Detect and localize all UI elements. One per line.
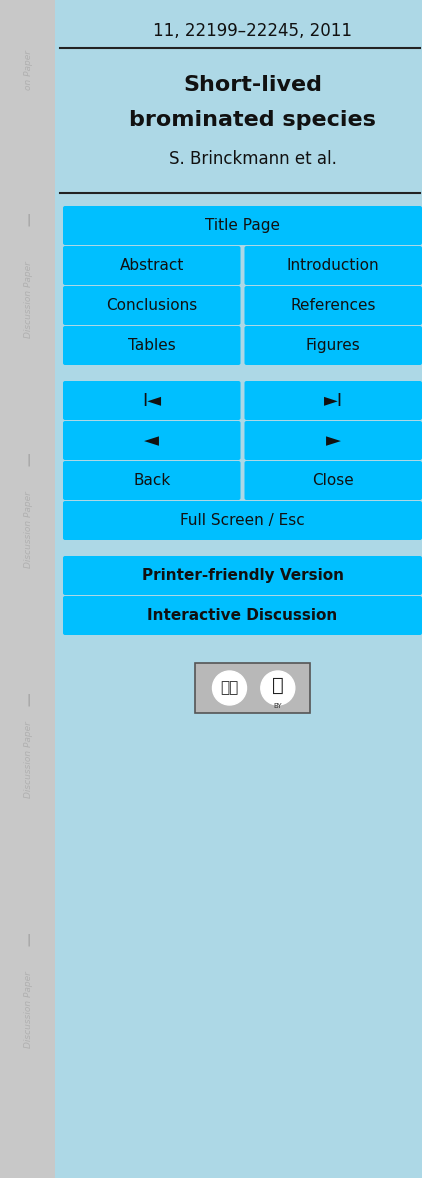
FancyBboxPatch shape — [244, 326, 422, 365]
Text: ⒸⒸ: ⒸⒸ — [220, 681, 238, 695]
FancyBboxPatch shape — [63, 326, 241, 365]
Text: BY: BY — [273, 703, 282, 709]
Text: References: References — [290, 298, 376, 313]
Text: |: | — [26, 694, 31, 707]
FancyBboxPatch shape — [244, 246, 422, 285]
FancyBboxPatch shape — [63, 286, 241, 325]
Text: ◄: ◄ — [144, 431, 159, 450]
FancyBboxPatch shape — [63, 596, 422, 635]
Text: Discussion Paper: Discussion Paper — [24, 491, 33, 569]
Text: Full Screen / Esc: Full Screen / Esc — [180, 512, 305, 528]
Circle shape — [213, 671, 246, 704]
FancyBboxPatch shape — [244, 380, 422, 421]
FancyBboxPatch shape — [63, 206, 422, 245]
FancyBboxPatch shape — [63, 246, 241, 285]
Text: Discussion Paper: Discussion Paper — [24, 972, 33, 1048]
Text: Title Page: Title Page — [205, 218, 280, 233]
Text: ►I: ►I — [324, 391, 343, 410]
Text: ►: ► — [326, 431, 341, 450]
Text: on Paper: on Paper — [24, 49, 33, 90]
Text: I◄: I◄ — [142, 391, 161, 410]
Text: Figures: Figures — [306, 338, 361, 353]
Text: S. Brinckmann et al.: S. Brinckmann et al. — [168, 150, 336, 168]
Text: Introduction: Introduction — [287, 258, 379, 273]
FancyBboxPatch shape — [63, 380, 241, 421]
Text: |: | — [26, 454, 31, 466]
Circle shape — [261, 671, 295, 704]
Text: Tables: Tables — [128, 338, 176, 353]
FancyBboxPatch shape — [63, 461, 241, 499]
Bar — [55, 0, 57, 1178]
Text: Close: Close — [312, 474, 354, 488]
Text: brominated species: brominated species — [129, 110, 376, 130]
FancyBboxPatch shape — [63, 421, 241, 459]
FancyBboxPatch shape — [63, 556, 422, 595]
Text: Abstract: Abstract — [119, 258, 184, 273]
Text: Discussion Paper: Discussion Paper — [24, 262, 33, 338]
Bar — [0, 0, 57, 1178]
Bar — [195, 663, 310, 713]
Text: Conclusions: Conclusions — [106, 298, 197, 313]
FancyBboxPatch shape — [244, 421, 422, 459]
Text: ⓘ: ⓘ — [272, 675, 284, 695]
Text: Back: Back — [133, 474, 170, 488]
FancyBboxPatch shape — [244, 461, 422, 499]
Text: Interactive Discussion: Interactive Discussion — [147, 608, 338, 623]
FancyBboxPatch shape — [244, 286, 422, 325]
Text: Printer-friendly Version: Printer-friendly Version — [141, 568, 344, 583]
Text: Short-lived: Short-lived — [183, 75, 322, 95]
Text: 11, 22199–22245, 2011: 11, 22199–22245, 2011 — [153, 22, 352, 40]
Text: |: | — [26, 933, 31, 946]
Text: |: | — [26, 213, 31, 226]
Text: Discussion Paper: Discussion Paper — [24, 722, 33, 799]
FancyBboxPatch shape — [63, 501, 422, 540]
